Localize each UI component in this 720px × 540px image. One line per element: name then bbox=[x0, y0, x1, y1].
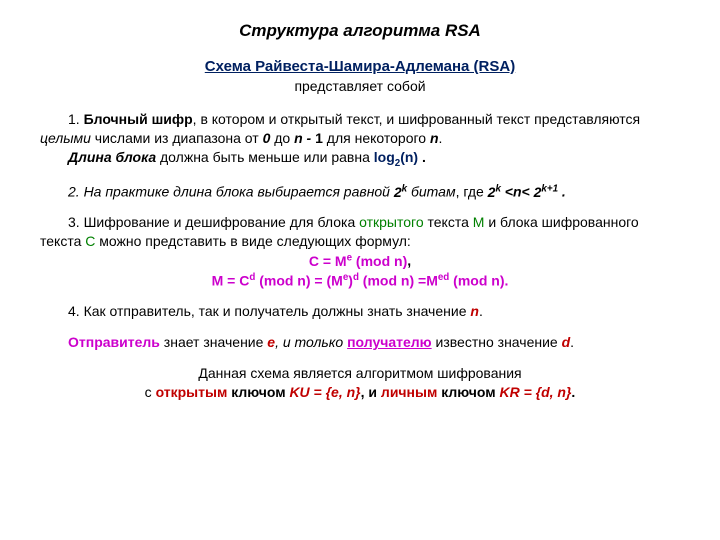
t: (mod n) bbox=[352, 253, 407, 269]
t: Данная схема является алгоритмом шифрова… bbox=[198, 365, 521, 381]
p1-block-cipher: Блочный шифр bbox=[84, 111, 193, 127]
p1-whole: целыми bbox=[40, 130, 91, 146]
t: 2. На практике длина блока выбирается ра… bbox=[68, 184, 394, 200]
p1-num: 1. bbox=[68, 111, 84, 127]
scheme-subtitle-2: представляет собой bbox=[40, 77, 680, 96]
t: n< bbox=[513, 184, 534, 200]
t: ключом bbox=[227, 384, 289, 400]
p7-open: открытым bbox=[156, 384, 228, 400]
t: log bbox=[374, 149, 395, 165]
f1: C = Me (mod n) bbox=[309, 253, 407, 269]
t: , и bbox=[361, 384, 381, 400]
t: k+1 bbox=[541, 183, 558, 194]
t: . bbox=[479, 303, 483, 319]
p3-open: открытого bbox=[359, 214, 424, 230]
p3-M: М bbox=[473, 214, 485, 230]
t: 2 bbox=[394, 184, 402, 200]
p5-e: е bbox=[267, 334, 275, 350]
p7-KR: KR = {d, n} bbox=[499, 384, 571, 400]
p2-2k2: 2k bbox=[488, 184, 501, 200]
p1-n-minus: n - bbox=[294, 130, 315, 146]
paragraph-1: 1. Блочный шифр, в котором и открытый те… bbox=[40, 110, 680, 170]
p5-sender: Отправитель bbox=[68, 334, 160, 350]
slide-title: Структура алгоритма RSA bbox=[40, 20, 680, 43]
t: , и только bbox=[275, 334, 347, 350]
p7-personal: личным bbox=[381, 384, 437, 400]
t: (mod n) =M bbox=[359, 272, 438, 288]
t: числами из диапазона от bbox=[91, 130, 263, 146]
t: ключом bbox=[437, 384, 499, 400]
t: 4. Как отправитель, так и получатель дол… bbox=[68, 303, 470, 319]
t: . bbox=[439, 130, 443, 146]
t: . bbox=[570, 334, 574, 350]
t: знает значение bbox=[160, 334, 267, 350]
p2-2k: 2k bbox=[394, 184, 407, 200]
t: , bbox=[407, 253, 411, 269]
t: < bbox=[501, 184, 513, 200]
t: 3. Шифрование и дешифрование для блока bbox=[68, 214, 359, 230]
p5-receiver: получателю bbox=[347, 334, 432, 350]
t: ed bbox=[438, 272, 449, 283]
t: должна быть меньше или равна bbox=[156, 149, 374, 165]
t: текста bbox=[424, 214, 473, 230]
paragraph-7: с открытым ключом KU = {e, n}, и личным … bbox=[40, 383, 680, 402]
paragraph-3: 3. Шифрование и дешифрование для блока о… bbox=[40, 213, 680, 290]
t: . bbox=[558, 184, 566, 200]
t: (n) bbox=[400, 149, 418, 165]
paragraph-2: 2. На практике длина блока выбирается ра… bbox=[40, 182, 680, 202]
t: (mod n) = (M bbox=[255, 272, 343, 288]
p2-2k1: 2k+1 bbox=[534, 184, 558, 200]
t: C = M bbox=[309, 253, 347, 269]
p5-d: d bbox=[562, 334, 571, 350]
slide: Структура алгоритма RSA Схема Райвеста-Ш… bbox=[0, 0, 720, 422]
t: до bbox=[270, 130, 294, 146]
p1-block-length: Длина блока bbox=[68, 149, 156, 165]
formula-2: M = Cd (mod n) = (Me)d (mod n) =Med (mod… bbox=[40, 271, 680, 291]
t: с bbox=[145, 384, 156, 400]
p1-log: log2(n) bbox=[374, 149, 418, 165]
t: для некоторого bbox=[323, 130, 430, 146]
formula-1: C = Me (mod n), bbox=[40, 251, 680, 271]
paragraph-6: Данная схема является алгоритмом шифрова… bbox=[40, 364, 680, 383]
t: , где bbox=[456, 184, 488, 200]
t: можно представить в виде следующих форму… bbox=[95, 233, 410, 249]
p3-C: С bbox=[85, 233, 95, 249]
p1-n: n bbox=[430, 130, 439, 146]
paragraph-4: 4. Как отправитель, так и получатель дол… bbox=[40, 302, 680, 321]
t: M = C bbox=[212, 272, 250, 288]
t: известно значение bbox=[432, 334, 562, 350]
scheme-subtitle: Схема Райвеста-Шамира-Адлемана (RSA) bbox=[40, 57, 680, 77]
t: (mod n). bbox=[449, 272, 508, 288]
t: битам bbox=[407, 184, 455, 200]
p1-one: 1 bbox=[315, 130, 323, 146]
p7-KU: KU = {e, n} bbox=[289, 384, 360, 400]
t: . bbox=[571, 384, 575, 400]
t: . bbox=[418, 149, 426, 165]
paragraph-5: Отправитель знает значение е, и только п… bbox=[40, 333, 680, 352]
p4-n: n bbox=[470, 303, 479, 319]
t: , в котором и открытый текст, и шифрован… bbox=[193, 111, 640, 127]
